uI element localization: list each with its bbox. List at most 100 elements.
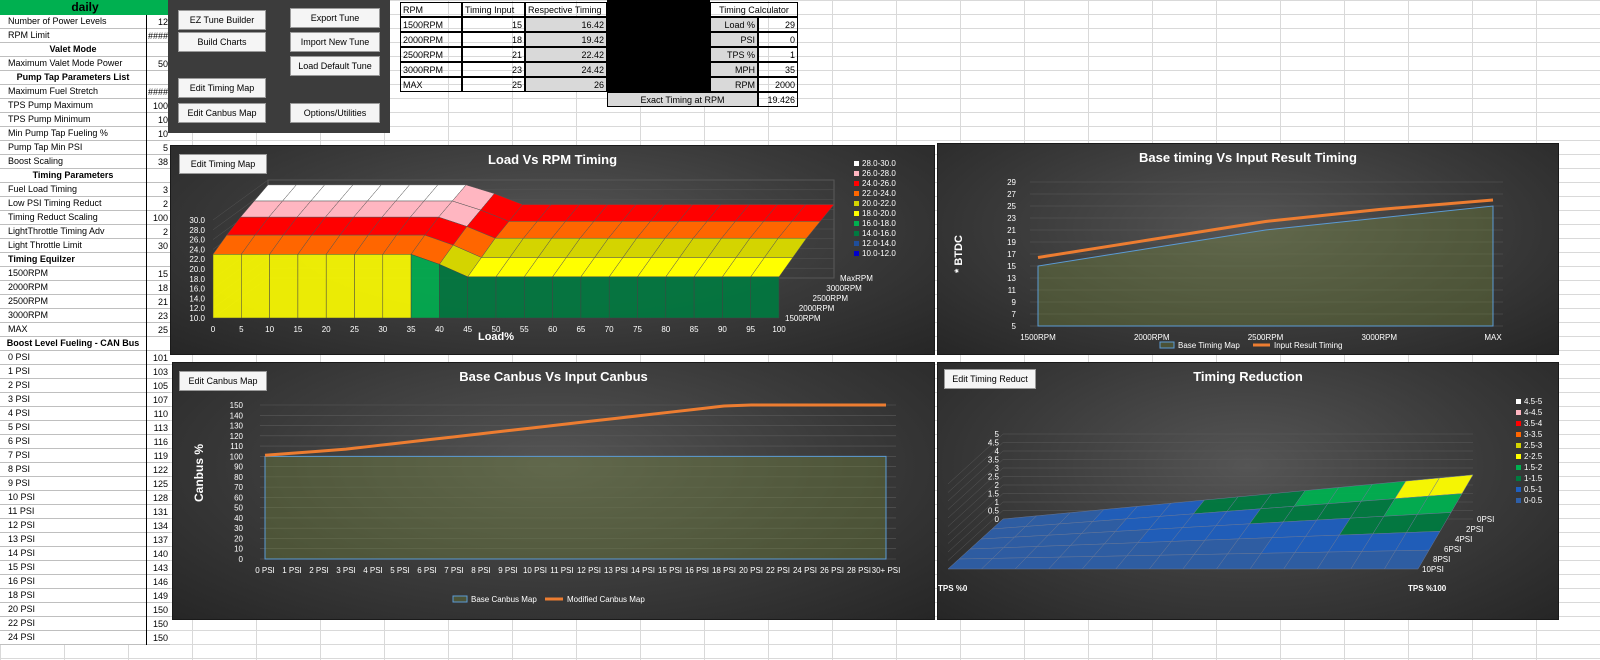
param-value[interactable]: 150 (146, 603, 170, 617)
param-value[interactable]: 131 (146, 505, 170, 519)
timing-table-cell[interactable]: 19.42 (525, 32, 607, 47)
param-row[interactable]: Pump Tap Parameters List (0, 71, 170, 85)
param-value[interactable]: 2 (146, 197, 170, 211)
param-row[interactable]: 14 PSI 140 (0, 547, 170, 561)
import-new-tune-button[interactable]: Import New Tune (290, 32, 380, 52)
ez-tune-builder-button[interactable]: EZ Tune Builder (178, 10, 266, 30)
chart-edit-timing-map-button[interactable]: Edit Timing Map (179, 154, 267, 174)
param-row[interactable]: Light Throttle Limit 30 (0, 239, 170, 253)
param-row[interactable]: 12 PSI 134 (0, 519, 170, 533)
param-row[interactable]: 13 PSI 137 (0, 533, 170, 547)
calculator-value[interactable]: 29 (758, 17, 798, 32)
param-row[interactable]: 1500RPM 15 (0, 267, 170, 281)
param-value[interactable]: 140 (146, 547, 170, 561)
param-row[interactable]: Pump Tap Min PSI 5 (0, 141, 170, 155)
chart-edit-timing-reduct-button[interactable]: Edit Timing Reduct (944, 369, 1036, 389)
param-row[interactable]: 2 PSI 105 (0, 379, 170, 393)
param-row[interactable]: Fuel Load Timing 3 (0, 183, 170, 197)
param-row[interactable]: 24 PSI 150 (0, 631, 170, 645)
param-value[interactable]: 2 (146, 225, 170, 239)
param-row[interactable]: 6 PSI 116 (0, 435, 170, 449)
param-value[interactable]: 119 (146, 449, 170, 463)
param-row[interactable]: 11 PSI 131 (0, 505, 170, 519)
options-utilities-button[interactable]: Options/Utilities (290, 103, 380, 123)
timing-table-cell[interactable]: MAX (400, 77, 462, 92)
param-row[interactable]: RPM Limit #### (0, 29, 170, 43)
param-value[interactable]: 107 (146, 393, 170, 407)
param-row[interactable]: 2500RPM 21 (0, 295, 170, 309)
calculator-value[interactable]: 2000 (758, 77, 798, 92)
chart-edit-canbus-map-button[interactable]: Edit Canbus Map (179, 371, 267, 391)
calculator-value[interactable]: 35 (758, 62, 798, 77)
param-value[interactable] (146, 169, 170, 183)
param-value[interactable]: 122 (146, 463, 170, 477)
param-value[interactable]: 50 (146, 57, 170, 71)
canbus-chart[interactable]: Base Canbus Vs Input Canbus 150 140 130 120… (172, 362, 935, 620)
param-row[interactable]: Low PSI Timing Reduct 2 (0, 197, 170, 211)
param-value[interactable]: 137 (146, 533, 170, 547)
param-row[interactable]: Boost Scaling 38 (0, 155, 170, 169)
param-value[interactable]: 125 (146, 477, 170, 491)
param-value[interactable]: 110 (146, 407, 170, 421)
param-row[interactable]: 22 PSI 150 (0, 617, 170, 631)
param-row[interactable]: Timing Parameters (0, 169, 170, 183)
param-value[interactable]: 10 (146, 127, 170, 141)
param-row[interactable]: 1 PSI 103 (0, 365, 170, 379)
param-value[interactable]: 25 (146, 323, 170, 337)
export-tune-button[interactable]: Export Tune (290, 8, 380, 28)
param-row[interactable]: 9 PSI 125 (0, 477, 170, 491)
build-charts-button[interactable]: Build Charts (178, 32, 266, 52)
timing-table-cell[interactable]: 26 (525, 77, 607, 92)
calculator-value[interactable]: 0 (758, 32, 798, 47)
param-row[interactable]: TPS Pump Maximum 100 (0, 99, 170, 113)
timing-reduction-chart[interactable]: Timing Reduction 5 4.5 4 3.5 3 2.5 2 1.5 1 0.5 0 0P… (937, 362, 1559, 620)
timing-table-cell[interactable]: 21 (462, 47, 525, 62)
param-row[interactable]: Timing Equilzer (0, 253, 170, 267)
load-default-tune-button[interactable]: Load Default Tune (290, 56, 380, 76)
param-value[interactable]: 15 (146, 267, 170, 281)
param-row[interactable]: 18 PSI 149 (0, 589, 170, 603)
param-row[interactable]: Valet Mode (0, 43, 170, 57)
param-row[interactable]: Boost Level Fueling - CAN Bus (0, 337, 170, 351)
timing-table-cell[interactable]: 22.42 (525, 47, 607, 62)
param-value[interactable]: 30 (146, 239, 170, 253)
timing-table-cell[interactable]: 18 (462, 32, 525, 47)
param-row[interactable]: 3000RPM 23 (0, 309, 170, 323)
param-value[interactable]: 143 (146, 561, 170, 575)
param-row[interactable]: 3 PSI 107 (0, 393, 170, 407)
param-value[interactable]: 150 (146, 617, 170, 631)
param-value[interactable]: 5 (146, 141, 170, 155)
calculator-value[interactable]: 1 (758, 47, 798, 62)
param-value[interactable]: #### (146, 85, 168, 99)
param-row[interactable]: 8 PSI 122 (0, 463, 170, 477)
param-value[interactable]: 103 (146, 365, 170, 379)
param-row[interactable]: 4 PSI 110 (0, 407, 170, 421)
param-row[interactable]: 15 PSI 143 (0, 561, 170, 575)
param-value[interactable]: 100 (146, 99, 170, 113)
timing-table-cell[interactable]: 24.42 (525, 62, 607, 77)
param-row[interactable]: 2000RPM 18 (0, 281, 170, 295)
param-row[interactable]: 10 PSI 128 (0, 491, 170, 505)
param-value[interactable] (146, 71, 170, 85)
edit-canbus-map-button[interactable]: Edit Canbus Map (178, 103, 266, 123)
base-vs-input-timing-chart[interactable]: Base timing Vs Input Result Timing 29 27 2… (937, 143, 1559, 355)
param-row[interactable]: Min Pump Tap Fueling % 10 (0, 127, 170, 141)
timing-table-cell[interactable]: 2500RPM (400, 47, 462, 62)
param-value[interactable] (146, 337, 170, 351)
param-row[interactable]: MAX 25 (0, 323, 170, 337)
param-value[interactable]: 134 (146, 519, 170, 533)
param-value[interactable]: 149 (146, 589, 170, 603)
param-value[interactable]: 38 (146, 155, 170, 169)
param-value[interactable]: 100 (146, 211, 170, 225)
param-row[interactable]: 5 PSI 113 (0, 421, 170, 435)
param-value[interactable]: 128 (146, 491, 170, 505)
timing-table-cell[interactable]: 1500RPM (400, 17, 462, 32)
timing-table-cell[interactable]: 15 (462, 17, 525, 32)
param-row[interactable]: TPS Pump Minimum 10 (0, 113, 170, 127)
param-value[interactable] (146, 253, 170, 267)
param-value[interactable]: 12 (146, 15, 170, 29)
param-value[interactable]: #### (146, 29, 168, 43)
param-value[interactable]: 10 (146, 113, 170, 127)
param-row[interactable]: 7 PSI 119 (0, 449, 170, 463)
param-value[interactable]: 18 (146, 281, 170, 295)
